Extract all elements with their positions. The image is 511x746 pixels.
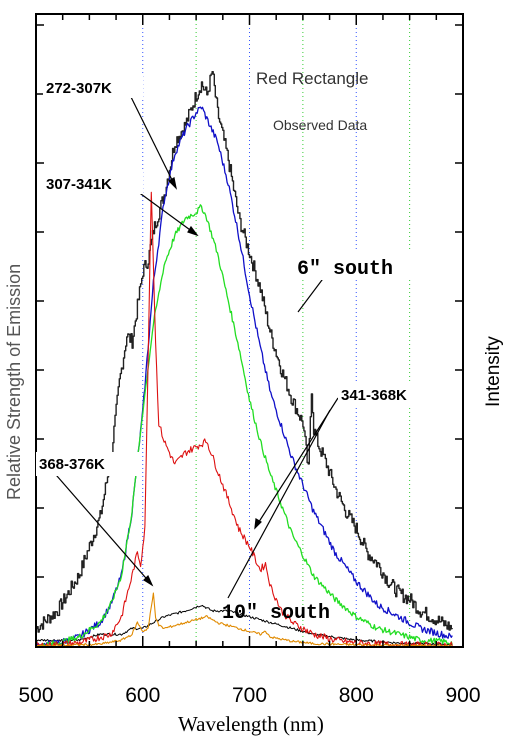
plot-frame (35, 13, 464, 648)
series-line-6-south (36, 70, 453, 633)
label-6-south: 6" south (297, 258, 393, 281)
x-tick-label-800: 800 (339, 684, 374, 707)
series-line-307-341k (36, 204, 453, 647)
arrowhead-307-341K (187, 225, 199, 237)
series-line-10-south (35, 604, 453, 646)
series-lines (35, 70, 453, 647)
label-10-south: 10" south (222, 602, 330, 625)
label-272-307K: 272-307K (46, 80, 112, 97)
pointer-368-376K (49, 467, 153, 586)
pointer-6-south (297, 275, 326, 313)
label-368-376K: 368-376K (39, 456, 105, 473)
pointer-307-341K (129, 185, 198, 236)
x-tick-label-700: 700 (232, 684, 267, 707)
series-labels: 272-307K 307-341K 6" south 341-368K 368-… (36, 76, 442, 625)
chart-title: Red Rectangle (256, 69, 368, 88)
x-tick-label-600: 600 (125, 684, 160, 707)
arrowhead-341-368K (254, 518, 262, 530)
arrowhead-272-307K (168, 177, 177, 190)
pointer-10-south (227, 409, 331, 599)
x-tick-label-500: 500 (18, 684, 53, 707)
arrowhead-368-376K (143, 574, 154, 587)
x-tick-label-900: 900 (445, 684, 480, 707)
y-axis-label-left: Relative Strength of Emission (4, 264, 24, 500)
chart-subtitle: Observed Data (273, 117, 367, 133)
x-axis-label: Wavelength (nm) (178, 712, 324, 736)
y-axis-label-right: Intensity (483, 336, 504, 407)
annotation-pointers (49, 94, 339, 599)
vertical-grid (142, 16, 411, 645)
pointer-272-307K (129, 94, 177, 189)
label-341-368K: 341-368K (341, 387, 407, 404)
axis-ticks: 500 600 700 800 900 (18, 15, 481, 707)
label-307-341K: 307-341K (46, 176, 112, 193)
series-line-272-307k (35, 106, 453, 647)
